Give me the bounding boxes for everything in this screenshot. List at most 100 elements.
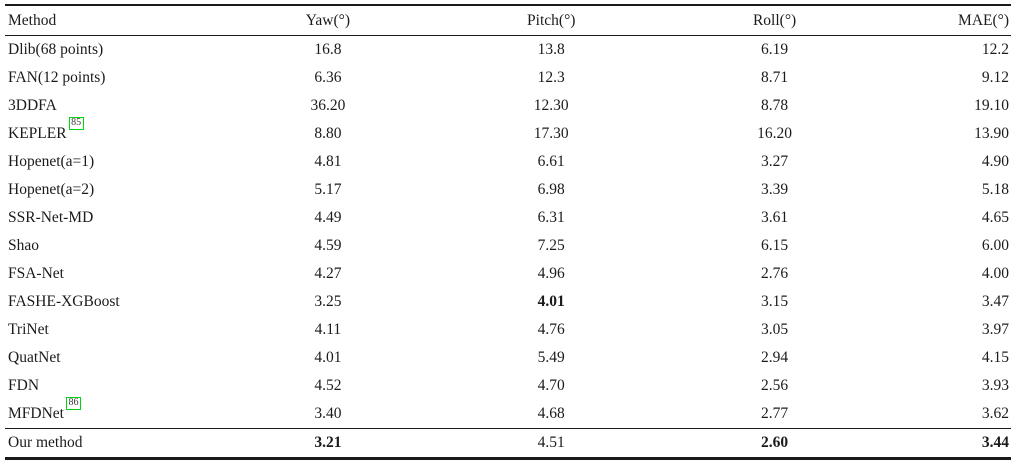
pitch-value: 4.51 (439, 428, 663, 459)
method-name: Hopenet(a=1) (8, 153, 95, 170)
roll-value: 2.60 (662, 428, 887, 459)
mae-value: 4.65 (981, 209, 1009, 226)
yaw-value: 6.36 (314, 69, 342, 86)
mae-value: 3.93 (981, 377, 1009, 394)
pitch-value: 12.3 (537, 69, 565, 86)
table-row: FASHE-XGBoost 3.25 4.01 3.15 3.47 (5, 288, 1011, 316)
citation-link[interactable]: 85 (68, 117, 84, 130)
mae-value: 9.12 (981, 69, 1009, 86)
roll-value: 3.05 (761, 321, 789, 338)
method-name: FSA-Net (8, 265, 64, 282)
yaw-value: 4.49 (314, 209, 342, 226)
table-row: Dlib(68 points) 16.8 13.8 6.19 12.2 (5, 36, 1011, 65)
method-name: FDN (8, 377, 40, 394)
pitch-value: 4.76 (537, 321, 565, 338)
roll-value: 3.15 (761, 293, 789, 310)
roll-value: 3.39 (761, 181, 789, 198)
yaw-value: 5.17 (314, 181, 342, 198)
yaw-value: 8.80 (314, 125, 342, 142)
method-name: FAN(12 points) (8, 69, 106, 86)
table-row: FSA-Net 4.27 4.96 2.76 4.00 (5, 260, 1011, 288)
roll-value: 2.76 (761, 265, 789, 282)
method-name: Our method (8, 434, 83, 451)
pitch-value: 17.30 (533, 125, 569, 142)
method-name: 3DDFA (8, 97, 57, 114)
method-name: Shao (8, 237, 39, 254)
pitch-value: 7.25 (537, 237, 565, 254)
mae-value: 4.15 (981, 349, 1009, 366)
table-row: SSR-Net-MD 4.49 6.31 3.61 4.65 (5, 204, 1011, 232)
table-body: Dlib(68 points) 16.8 13.8 6.19 12.2 FAN(… (5, 36, 1011, 459)
yaw-value: 4.59 (314, 237, 342, 254)
mae-value: 6.00 (981, 237, 1009, 254)
yaw-value: 4.81 (314, 153, 342, 170)
method-name: FASHE-XGBoost (8, 293, 120, 310)
column-header-method: Method (5, 5, 217, 36)
table-row: FAN(12 points) 6.36 12.3 8.71 9.12 (5, 64, 1011, 92)
pitch-value: 6.98 (537, 181, 565, 198)
column-header-mae: MAE(°) (886, 5, 1011, 36)
table-row: Hopenet(a=1) 4.81 6.61 3.27 4.90 (5, 148, 1011, 176)
roll-value: 6.19 (761, 41, 789, 58)
roll-value: 3.61 (761, 209, 789, 226)
mae-value: 4.90 (981, 153, 1009, 170)
column-header-yaw: Yaw(°) (216, 5, 440, 36)
yaw-value: 16.8 (314, 41, 342, 58)
pitch-value: 13.8 (537, 41, 565, 58)
header-row: Method Yaw(°) Pitch(°) Roll(°) MAE(°) (5, 5, 1011, 36)
roll-value: 2.94 (761, 349, 789, 366)
roll-value: 2.56 (761, 377, 789, 394)
roll-value: 2.77 (761, 405, 789, 422)
pitch-value: 6.61 (537, 153, 565, 170)
table-row: MFDNet86 3.40 4.68 2.77 3.62 (5, 397, 1011, 429)
mae-value: 3.62 (981, 405, 1009, 422)
roll-value: 16.20 (757, 125, 792, 142)
method-name: SSR-Net-MD (8, 209, 94, 226)
method-name: TriNet (8, 321, 49, 338)
table-row: QuatNet 4.01 5.49 2.94 4.15 (5, 344, 1011, 372)
table-row: Shao 4.59 7.25 6.15 6.00 (5, 232, 1011, 260)
method-name: KEPLER (8, 125, 67, 143)
method-name: MFDNet (8, 405, 64, 423)
pitch-value: 4.01 (537, 293, 565, 310)
method-name: Hopenet(a=2) (8, 181, 95, 198)
mae-value: 3.44 (886, 428, 1011, 459)
table-row: FDN 4.52 4.70 2.56 3.93 (5, 372, 1011, 400)
yaw-value: 3.21 (216, 428, 440, 459)
mae-value: 12.2 (981, 41, 1009, 58)
mae-value: 5.18 (981, 181, 1009, 198)
roll-value: 8.78 (761, 97, 789, 114)
table-row: Hopenet(a=2) 5.17 6.98 3.39 5.18 (5, 176, 1011, 204)
column-header-roll: Roll(°) (662, 5, 887, 36)
yaw-value: 36.20 (310, 97, 346, 114)
table-row: 3DDFA 36.20 12.30 8.78 19.10 (5, 92, 1011, 120)
table-row: Our method 3.21 4.51 2.60 3.44 (5, 428, 1011, 459)
column-header-pitch: Pitch(°) (439, 5, 663, 36)
table-row: TriNet 4.11 4.76 3.05 3.97 (5, 316, 1011, 344)
citation-link[interactable]: 86 (65, 397, 81, 410)
mae-value: 4.00 (981, 265, 1009, 282)
pitch-value: 5.49 (537, 349, 565, 366)
yaw-value: 3.25 (314, 293, 342, 310)
mae-value: 3.97 (981, 321, 1009, 338)
pitch-value: 4.70 (537, 377, 565, 394)
roll-value: 6.15 (761, 237, 789, 254)
yaw-value: 4.27 (314, 265, 342, 282)
roll-value: 3.27 (761, 153, 789, 170)
pitch-value: 4.96 (537, 265, 565, 282)
mae-value: 3.47 (981, 293, 1009, 310)
pitch-value: 6.31 (537, 209, 565, 226)
roll-value: 8.71 (761, 69, 789, 86)
results-table: Method Yaw(°) Pitch(°) Roll(°) MAE(°) Dl… (5, 4, 1011, 460)
method-name: QuatNet (8, 349, 61, 366)
yaw-value: 4.11 (314, 321, 342, 338)
table-row: KEPLER85 8.80 17.30 16.20 13.90 (5, 117, 1011, 148)
yaw-value: 4.01 (314, 349, 342, 366)
yaw-value: 3.40 (314, 405, 342, 422)
pitch-value: 4.68 (537, 405, 565, 422)
mae-value: 19.10 (974, 97, 1009, 114)
table-header: Method Yaw(°) Pitch(°) Roll(°) MAE(°) (5, 5, 1011, 36)
mae-value: 13.90 (974, 125, 1009, 142)
yaw-value: 4.52 (314, 377, 342, 394)
